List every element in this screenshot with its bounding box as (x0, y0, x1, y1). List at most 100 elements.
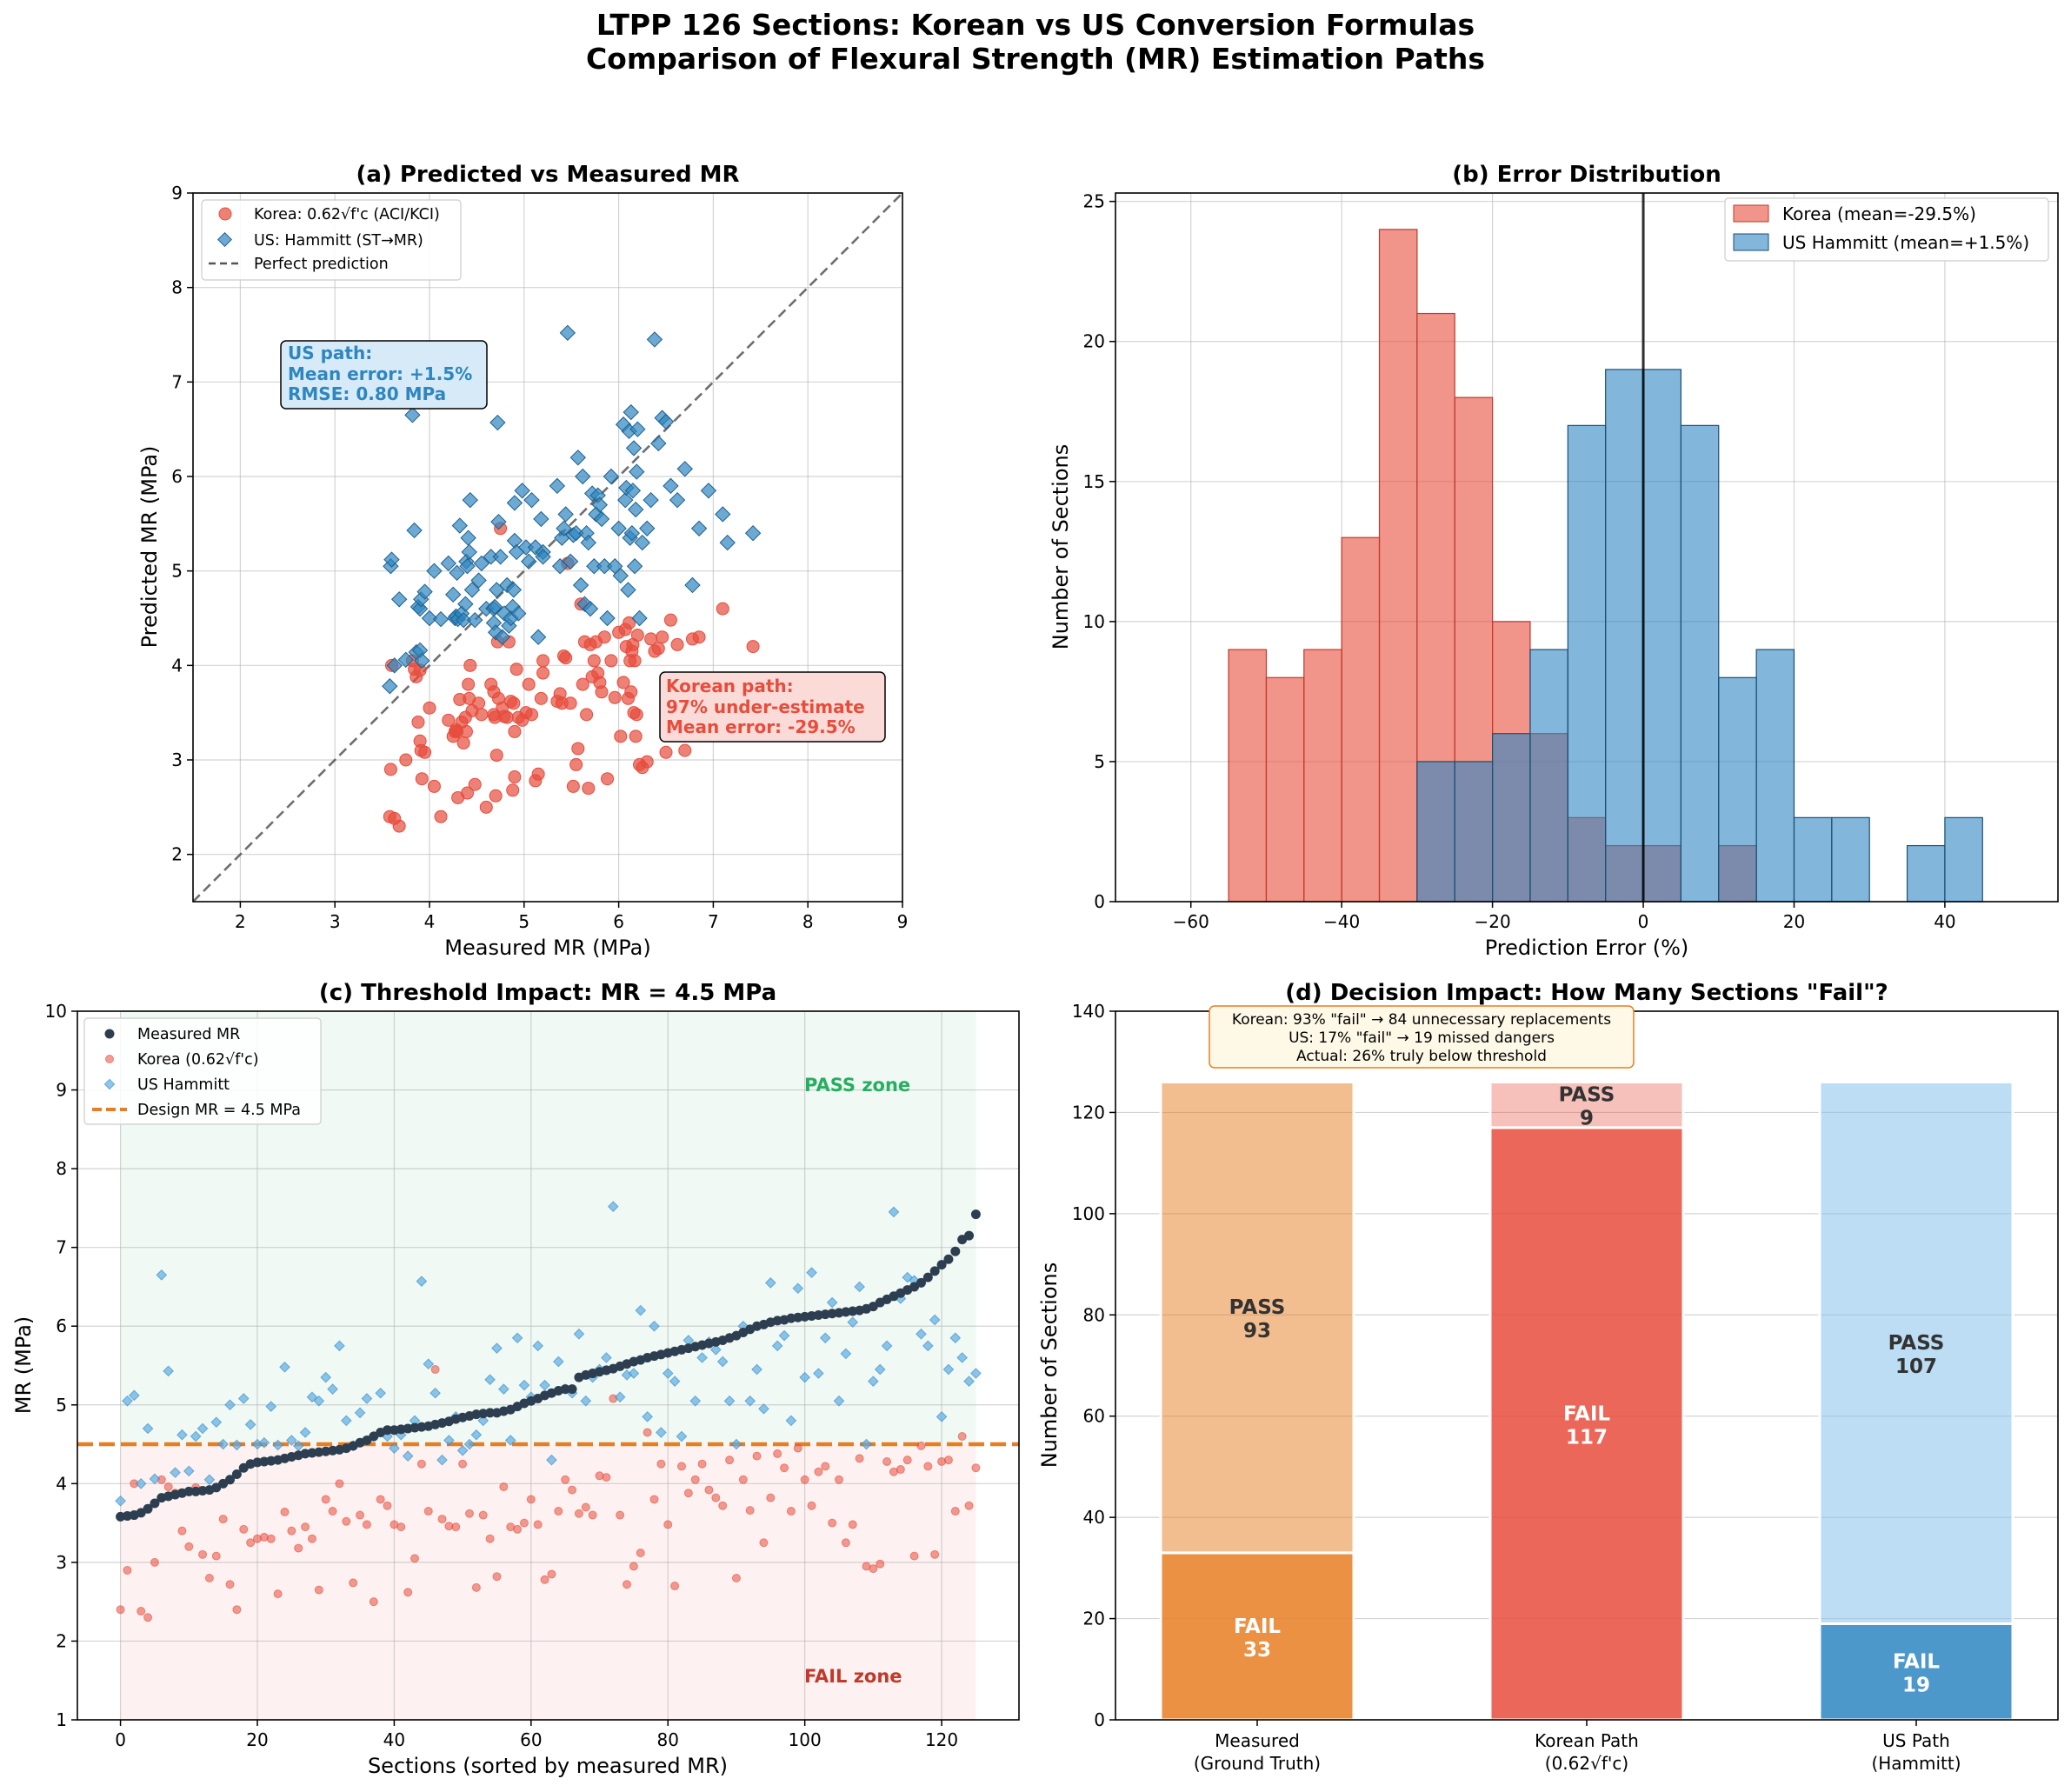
us-point (669, 491, 686, 509)
korea-dot (561, 1475, 570, 1484)
korea-dot (116, 1605, 125, 1615)
us-point (411, 600, 429, 617)
us-point (397, 651, 414, 669)
korea-dot (362, 1520, 371, 1529)
fail-bar-label: FAIL (1893, 1651, 1940, 1674)
us-point (657, 413, 675, 430)
us-point (559, 324, 576, 342)
panel-a-legend: Korea: 0.62√f'c (ACI/KCI) US: Hammitt (S… (201, 199, 462, 281)
pass-bar-value: 107 (1895, 1356, 1937, 1378)
measured-dot (922, 1272, 933, 1282)
korea-point (692, 630, 706, 644)
korean-path-annotation: Korean path: 97% under-estimate Mean err… (659, 671, 886, 743)
x-tick-label: 6 (613, 911, 624, 932)
us-point (383, 551, 400, 568)
legend-us-hist-label: US Hammitt (mean=+1.5%) (1782, 232, 2029, 253)
svg-text:US Hammitt: US Hammitt (137, 1076, 230, 1094)
korea-point (479, 800, 493, 814)
us-diamond (792, 1282, 804, 1295)
measured-dot (560, 1384, 570, 1395)
korea-point (663, 613, 677, 627)
x-tick-label: 20 (246, 1729, 268, 1750)
korea-dot (670, 1582, 680, 1591)
legend-perfect-label: Perfect prediction (254, 256, 389, 273)
korea-dot (766, 1493, 776, 1502)
us-point (562, 553, 579, 570)
us-diamond (272, 1439, 283, 1451)
us-diamond (723, 1395, 736, 1407)
panel-b-ylabel: Number of Sections (1049, 444, 1073, 650)
us-diamond (361, 1393, 373, 1404)
y-tick-label: 10 (45, 1001, 67, 1022)
y-tick-label: 7 (56, 1237, 67, 1258)
us-point (634, 534, 650, 551)
korea-dot (800, 1475, 809, 1484)
korea-point (576, 677, 589, 691)
us-point (549, 477, 566, 495)
korea-dot (786, 1507, 796, 1516)
us-point (624, 483, 642, 499)
measured-dot (950, 1246, 961, 1256)
us-point (489, 414, 506, 431)
us-diamond (662, 1368, 674, 1379)
us-diamond (656, 1427, 667, 1438)
us-diamond (497, 1383, 509, 1396)
measured-dot (143, 1503, 153, 1514)
x-tick-label: −20 (1474, 911, 1510, 932)
us-diamond (676, 1430, 688, 1442)
us-point (533, 510, 549, 528)
measured-dot (183, 1486, 194, 1496)
us-point (473, 555, 490, 572)
korea-dot (855, 1454, 864, 1463)
us-diamond (840, 1348, 852, 1360)
us-point (623, 525, 641, 542)
korea-point (472, 696, 486, 710)
korea-dot (335, 1479, 344, 1489)
y-tick-label: 2 (171, 844, 183, 865)
korea-dot (882, 1456, 892, 1466)
korea-point (462, 677, 476, 691)
korea-dot (676, 1462, 686, 1471)
korea-dot (416, 1459, 426, 1469)
korea-point (559, 651, 573, 665)
korea-dot (602, 1473, 611, 1482)
us-point (617, 491, 634, 509)
us-hist-bar (1718, 676, 1757, 903)
korea-point (595, 685, 609, 699)
korea-point (582, 782, 596, 796)
korea-dot (519, 1518, 529, 1528)
us-hist-bar (1605, 369, 1644, 903)
us-point (426, 563, 443, 579)
legend-circle-marker-icon (218, 207, 232, 221)
us-point (411, 642, 429, 659)
us-diamond (265, 1401, 277, 1412)
korea-dot (204, 1574, 214, 1582)
y-tick-label: 15 (1083, 471, 1105, 492)
panel-b: (b) Error Distribution −60 −40 −20 0 20 40 0 5 1… (1049, 162, 2059, 960)
korea-dot (294, 1543, 303, 1553)
x-tick-label: 40 (383, 1729, 405, 1750)
us-diamond (237, 1393, 250, 1404)
us-diamond (313, 1395, 325, 1407)
us-point (591, 496, 609, 513)
korea-point (563, 696, 577, 710)
us-point (586, 558, 603, 575)
korea-dot (376, 1495, 385, 1504)
korea-dot (909, 1551, 919, 1561)
us-diamond (231, 1439, 243, 1451)
category-label: (Hammitt) (1871, 1753, 1961, 1774)
panel-a: (a) Predicted vs Measured MR 2 3 4 5 6 7 8 9 2 3 4… (137, 162, 908, 960)
svg-text:97% under-estimate: 97% under-estimate (666, 696, 865, 717)
korea-point (629, 729, 643, 743)
x-tick-label: 80 (657, 1729, 679, 1750)
korea-dot (697, 1459, 707, 1469)
korea-dot (410, 1554, 420, 1563)
us-diamond (683, 1335, 695, 1346)
korea-dot (629, 1562, 638, 1571)
korea-point (651, 642, 665, 656)
us-diamond (649, 1320, 660, 1332)
panel-a-xlabel: Measured MR (MPa) (444, 936, 650, 960)
korea-dot (328, 1507, 337, 1516)
us-diamond (771, 1340, 783, 1352)
korea-dot (464, 1509, 474, 1518)
